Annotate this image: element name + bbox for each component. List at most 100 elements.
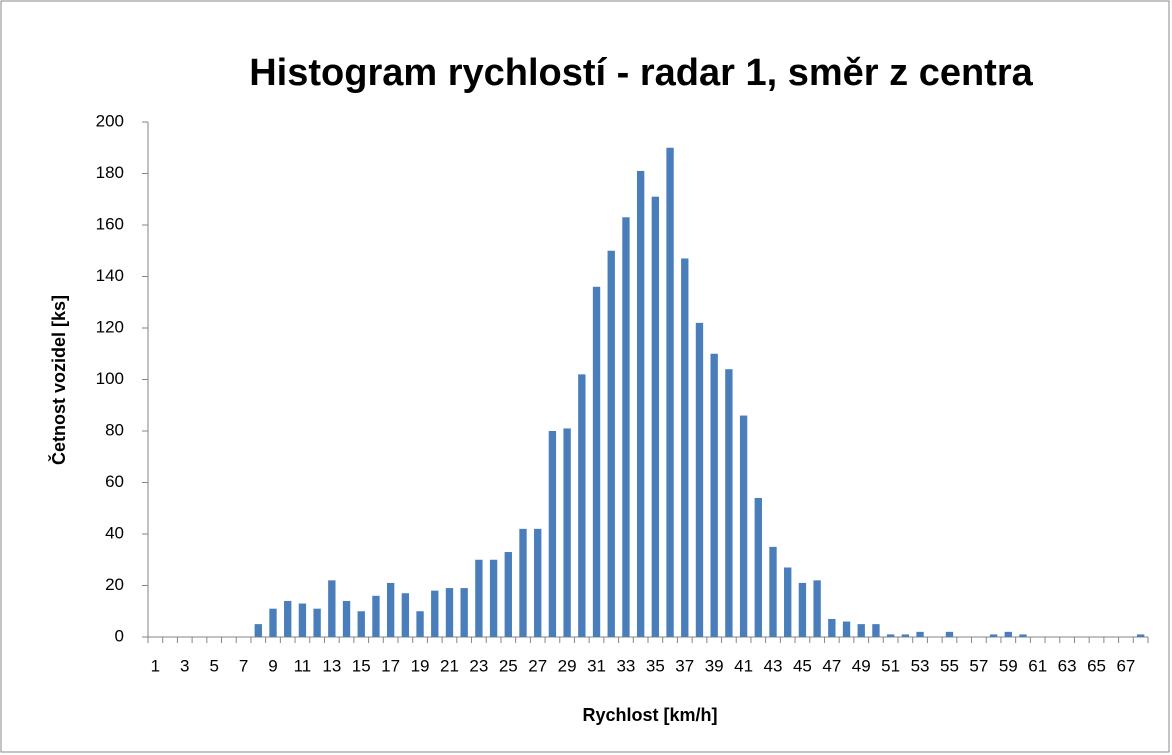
- bar: [284, 600, 292, 637]
- bar: [578, 374, 586, 637]
- bar: [813, 580, 821, 637]
- x-tick-label: 15: [352, 656, 371, 675]
- x-tick-label: 5: [209, 656, 218, 675]
- bar: [784, 567, 792, 637]
- bar: [710, 353, 718, 637]
- x-tick-label: 21: [440, 656, 459, 675]
- x-tick-label: 29: [558, 656, 577, 675]
- bar: [607, 250, 615, 637]
- bar: [666, 147, 674, 637]
- bar: [328, 580, 336, 637]
- x-tick-label: 13: [322, 656, 341, 675]
- bar: [739, 415, 748, 637]
- bar: [916, 631, 924, 637]
- y-tick-label: 20: [105, 575, 124, 594]
- bar: [269, 608, 277, 637]
- bar: [828, 618, 836, 637]
- bar: [769, 546, 777, 637]
- bar: [357, 611, 365, 637]
- y-tick-label: 140: [96, 266, 124, 285]
- y-tick-label: 120: [96, 317, 124, 336]
- x-tick-label: 3: [180, 656, 189, 675]
- bar: [386, 582, 395, 637]
- bar: [342, 600, 351, 637]
- bar: [563, 428, 571, 637]
- x-tick-label: 11: [294, 656, 312, 675]
- bar: [1004, 631, 1012, 637]
- chart-title: Histogram rychlostí - radar 1, směr z ce…: [249, 52, 1033, 94]
- x-tick-label: 57: [969, 656, 988, 675]
- bar: [857, 624, 865, 637]
- y-tick-label: 0: [115, 626, 124, 645]
- y-tick-label: 180: [96, 163, 124, 182]
- bar: [445, 588, 454, 637]
- x-tick-label: 17: [381, 656, 400, 675]
- x-tick-label: 35: [646, 656, 665, 675]
- bar: [489, 559, 498, 637]
- bar: [548, 431, 557, 637]
- y-tick-label: 200: [96, 111, 124, 130]
- y-tick-label: 80: [105, 420, 124, 439]
- bar: [695, 322, 704, 637]
- bar: [1019, 634, 1027, 637]
- bar: [681, 258, 689, 637]
- x-tick-label: 65: [1087, 656, 1106, 675]
- x-tick-label: 63: [1058, 656, 1077, 675]
- x-axis-label: Rychlost [km/h]: [582, 705, 717, 725]
- x-tick-label: 41: [734, 656, 753, 675]
- y-tick-label: 60: [105, 472, 124, 491]
- bar: [431, 590, 439, 637]
- x-tick-label: 27: [528, 656, 547, 675]
- bar: [901, 634, 910, 637]
- y-tick-label: 40: [105, 523, 124, 542]
- x-tick-label: 23: [469, 656, 488, 675]
- x-tick-label: 45: [793, 656, 812, 675]
- bar: [519, 528, 527, 637]
- y-axis-label: Četnost vozidel [ks]: [48, 295, 69, 465]
- x-tick-label: 43: [764, 656, 783, 675]
- bar: [798, 582, 807, 637]
- x-tick-label: 67: [1116, 656, 1135, 675]
- y-tick-label: 160: [96, 214, 124, 233]
- bar: [475, 559, 483, 637]
- bar: [989, 634, 998, 637]
- bar: [651, 196, 660, 638]
- x-tick-label: 37: [675, 656, 694, 675]
- bar: [254, 624, 262, 637]
- x-tick-label: 51: [881, 656, 900, 675]
- x-tick-label: 55: [940, 656, 959, 675]
- bar: [725, 369, 733, 637]
- bar: [401, 593, 410, 637]
- x-tick-label: 59: [999, 656, 1018, 675]
- x-tick-label: 7: [239, 656, 248, 675]
- x-tick-label: 39: [705, 656, 724, 675]
- x-tick-label: 61: [1028, 656, 1047, 675]
- x-tick-label: 19: [411, 656, 430, 675]
- bar: [622, 217, 630, 637]
- bar: [504, 552, 512, 637]
- bar: [872, 624, 880, 637]
- bar: [842, 621, 851, 637]
- bar: [636, 170, 645, 638]
- x-tick-label: 53: [911, 656, 930, 675]
- bar: [754, 497, 762, 637]
- x-tick-label: 49: [852, 656, 871, 675]
- bar: [416, 611, 424, 637]
- x-tick-label: 33: [616, 656, 635, 675]
- x-tick-label: 47: [822, 656, 841, 675]
- bar: [592, 286, 601, 637]
- bar: [313, 608, 321, 637]
- bar: [372, 595, 380, 637]
- x-tick-label: 9: [268, 656, 277, 675]
- x-tick-label: 31: [587, 656, 606, 675]
- y-tick-label: 100: [96, 369, 124, 388]
- x-tick-label: 25: [499, 656, 518, 675]
- bar: [298, 603, 307, 637]
- bar: [945, 631, 954, 637]
- bar: [534, 528, 542, 637]
- bar: [460, 588, 468, 637]
- x-tick-label: 1: [151, 656, 160, 675]
- bar: [1136, 634, 1145, 637]
- bar: [886, 634, 895, 637]
